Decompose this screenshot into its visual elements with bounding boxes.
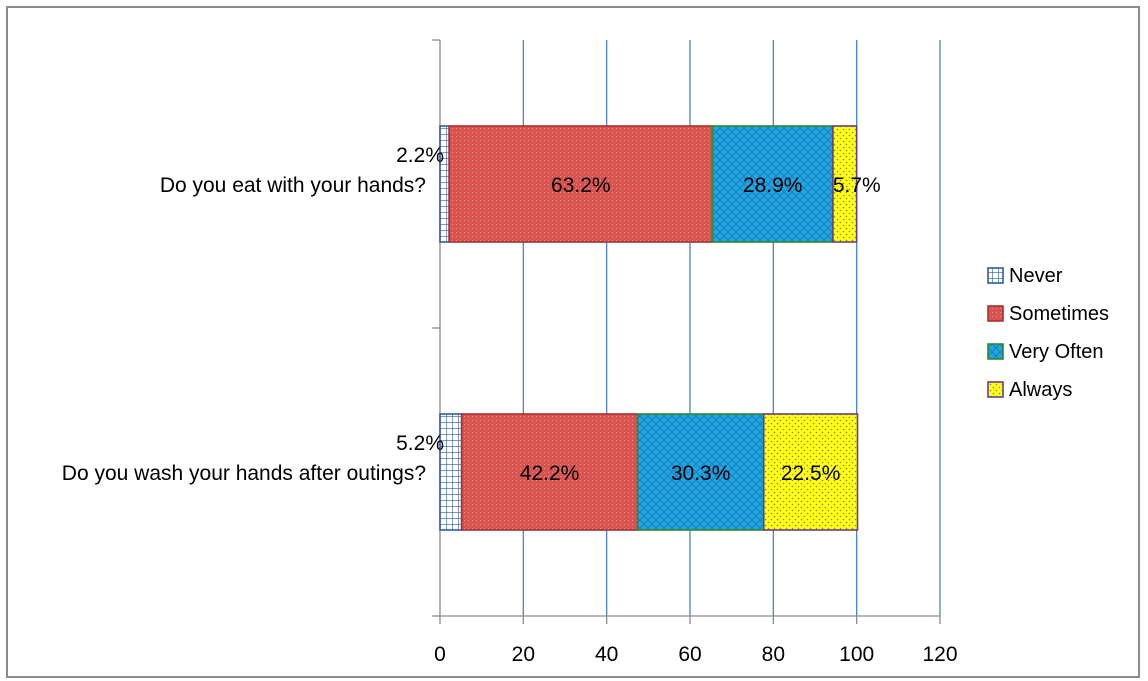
legend-swatch <box>987 267 1004 284</box>
data-label: 5.2% <box>396 432 444 455</box>
legend-label: Sometimes <box>1009 303 1109 325</box>
category-label: Do you eat with your hands? <box>160 174 426 197</box>
legend-label: Very Often <box>1009 341 1104 363</box>
chart-frame: 0 20 40 60 80 100 120 2.2% 63.2% 28.9% 5.7% Do you … <box>6 6 1140 678</box>
legend-swatch <box>987 305 1004 322</box>
legend-swatch <box>987 381 1004 398</box>
legend-swatch <box>987 343 1004 360</box>
legend-label: Never <box>1009 265 1063 287</box>
data-label: 22.5% <box>781 462 841 485</box>
data-label: 28.9% <box>743 174 803 197</box>
bar-segment <box>448 125 714 243</box>
stacked-bar-chart: 0 20 40 60 80 100 120 2.2% 63.2% 28.9% 5.7% Do you … <box>62 39 1109 666</box>
bar-segment <box>832 125 858 243</box>
bar-segment <box>711 125 834 243</box>
data-label: 42.2% <box>520 462 580 485</box>
x-tick-label: 0 <box>434 643 446 666</box>
x-tick-label: 80 <box>762 643 785 666</box>
bar-segment <box>636 413 765 531</box>
category-label: Do you wash your hands after outings? <box>62 462 426 485</box>
data-label: 5.7% <box>833 174 881 197</box>
x-tick-label: 120 <box>922 643 957 666</box>
x-tick-label: 60 <box>678 643 701 666</box>
x-tick-label: 100 <box>839 643 874 666</box>
data-label: 63.2% <box>551 174 611 197</box>
data-label: 2.2% <box>396 144 444 167</box>
bar-segment <box>762 413 859 531</box>
x-tick-label: 20 <box>512 643 535 666</box>
x-tick-label: 40 <box>595 643 618 666</box>
legend-label: Always <box>1009 379 1072 401</box>
data-label: 30.3% <box>671 462 731 485</box>
